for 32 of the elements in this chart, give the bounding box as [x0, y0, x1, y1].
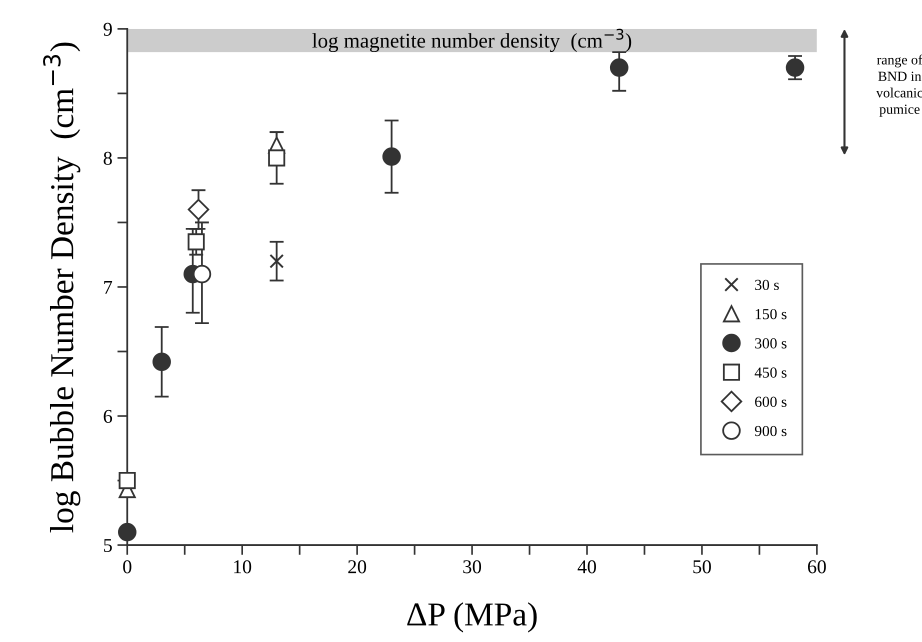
y-tick-label: 8 — [104, 152, 112, 165]
y-tick-label: 7 — [104, 280, 112, 294]
point — [188, 198, 210, 220]
point — [786, 58, 804, 77]
legend-label: 600 s — [755, 396, 787, 407]
x-tick-label: 20 — [348, 560, 366, 574]
x-tick-label: 50 — [693, 560, 711, 574]
legend-label: 900 s — [754, 426, 787, 436]
point — [382, 147, 401, 166]
x-tick-label: 0 — [123, 560, 132, 574]
legend-label: 150 s — [756, 308, 787, 320]
y-axis-title: log Bubble Number Density (cm$^{−3}$) — [43, 42, 80, 532]
y-tick-label: 6 — [104, 410, 112, 423]
y-tick-label: 9 — [104, 22, 112, 36]
point — [118, 472, 136, 490]
x-tick-label: 40 — [578, 560, 596, 574]
x-tick-label: 30 — [463, 560, 482, 574]
x-tick-label: 60 — [808, 560, 826, 574]
point — [188, 233, 205, 250]
point — [269, 254, 284, 268]
point — [192, 264, 212, 284]
point — [268, 149, 286, 166]
y-tick-label: 5 — [104, 539, 112, 552]
legend-label: 450 s — [754, 367, 787, 378]
x-axis-title: ΔP (MPa) — [407, 602, 537, 633]
point — [152, 352, 171, 372]
point — [118, 522, 136, 542]
point — [610, 58, 628, 77]
x-tick-label: 10 — [234, 560, 252, 574]
legend-label: 300 s — [755, 338, 787, 348]
band-label: log magnetite number density (cm$^{−3}$) — [312, 28, 632, 52]
legend-label: 30 s — [755, 280, 779, 290]
